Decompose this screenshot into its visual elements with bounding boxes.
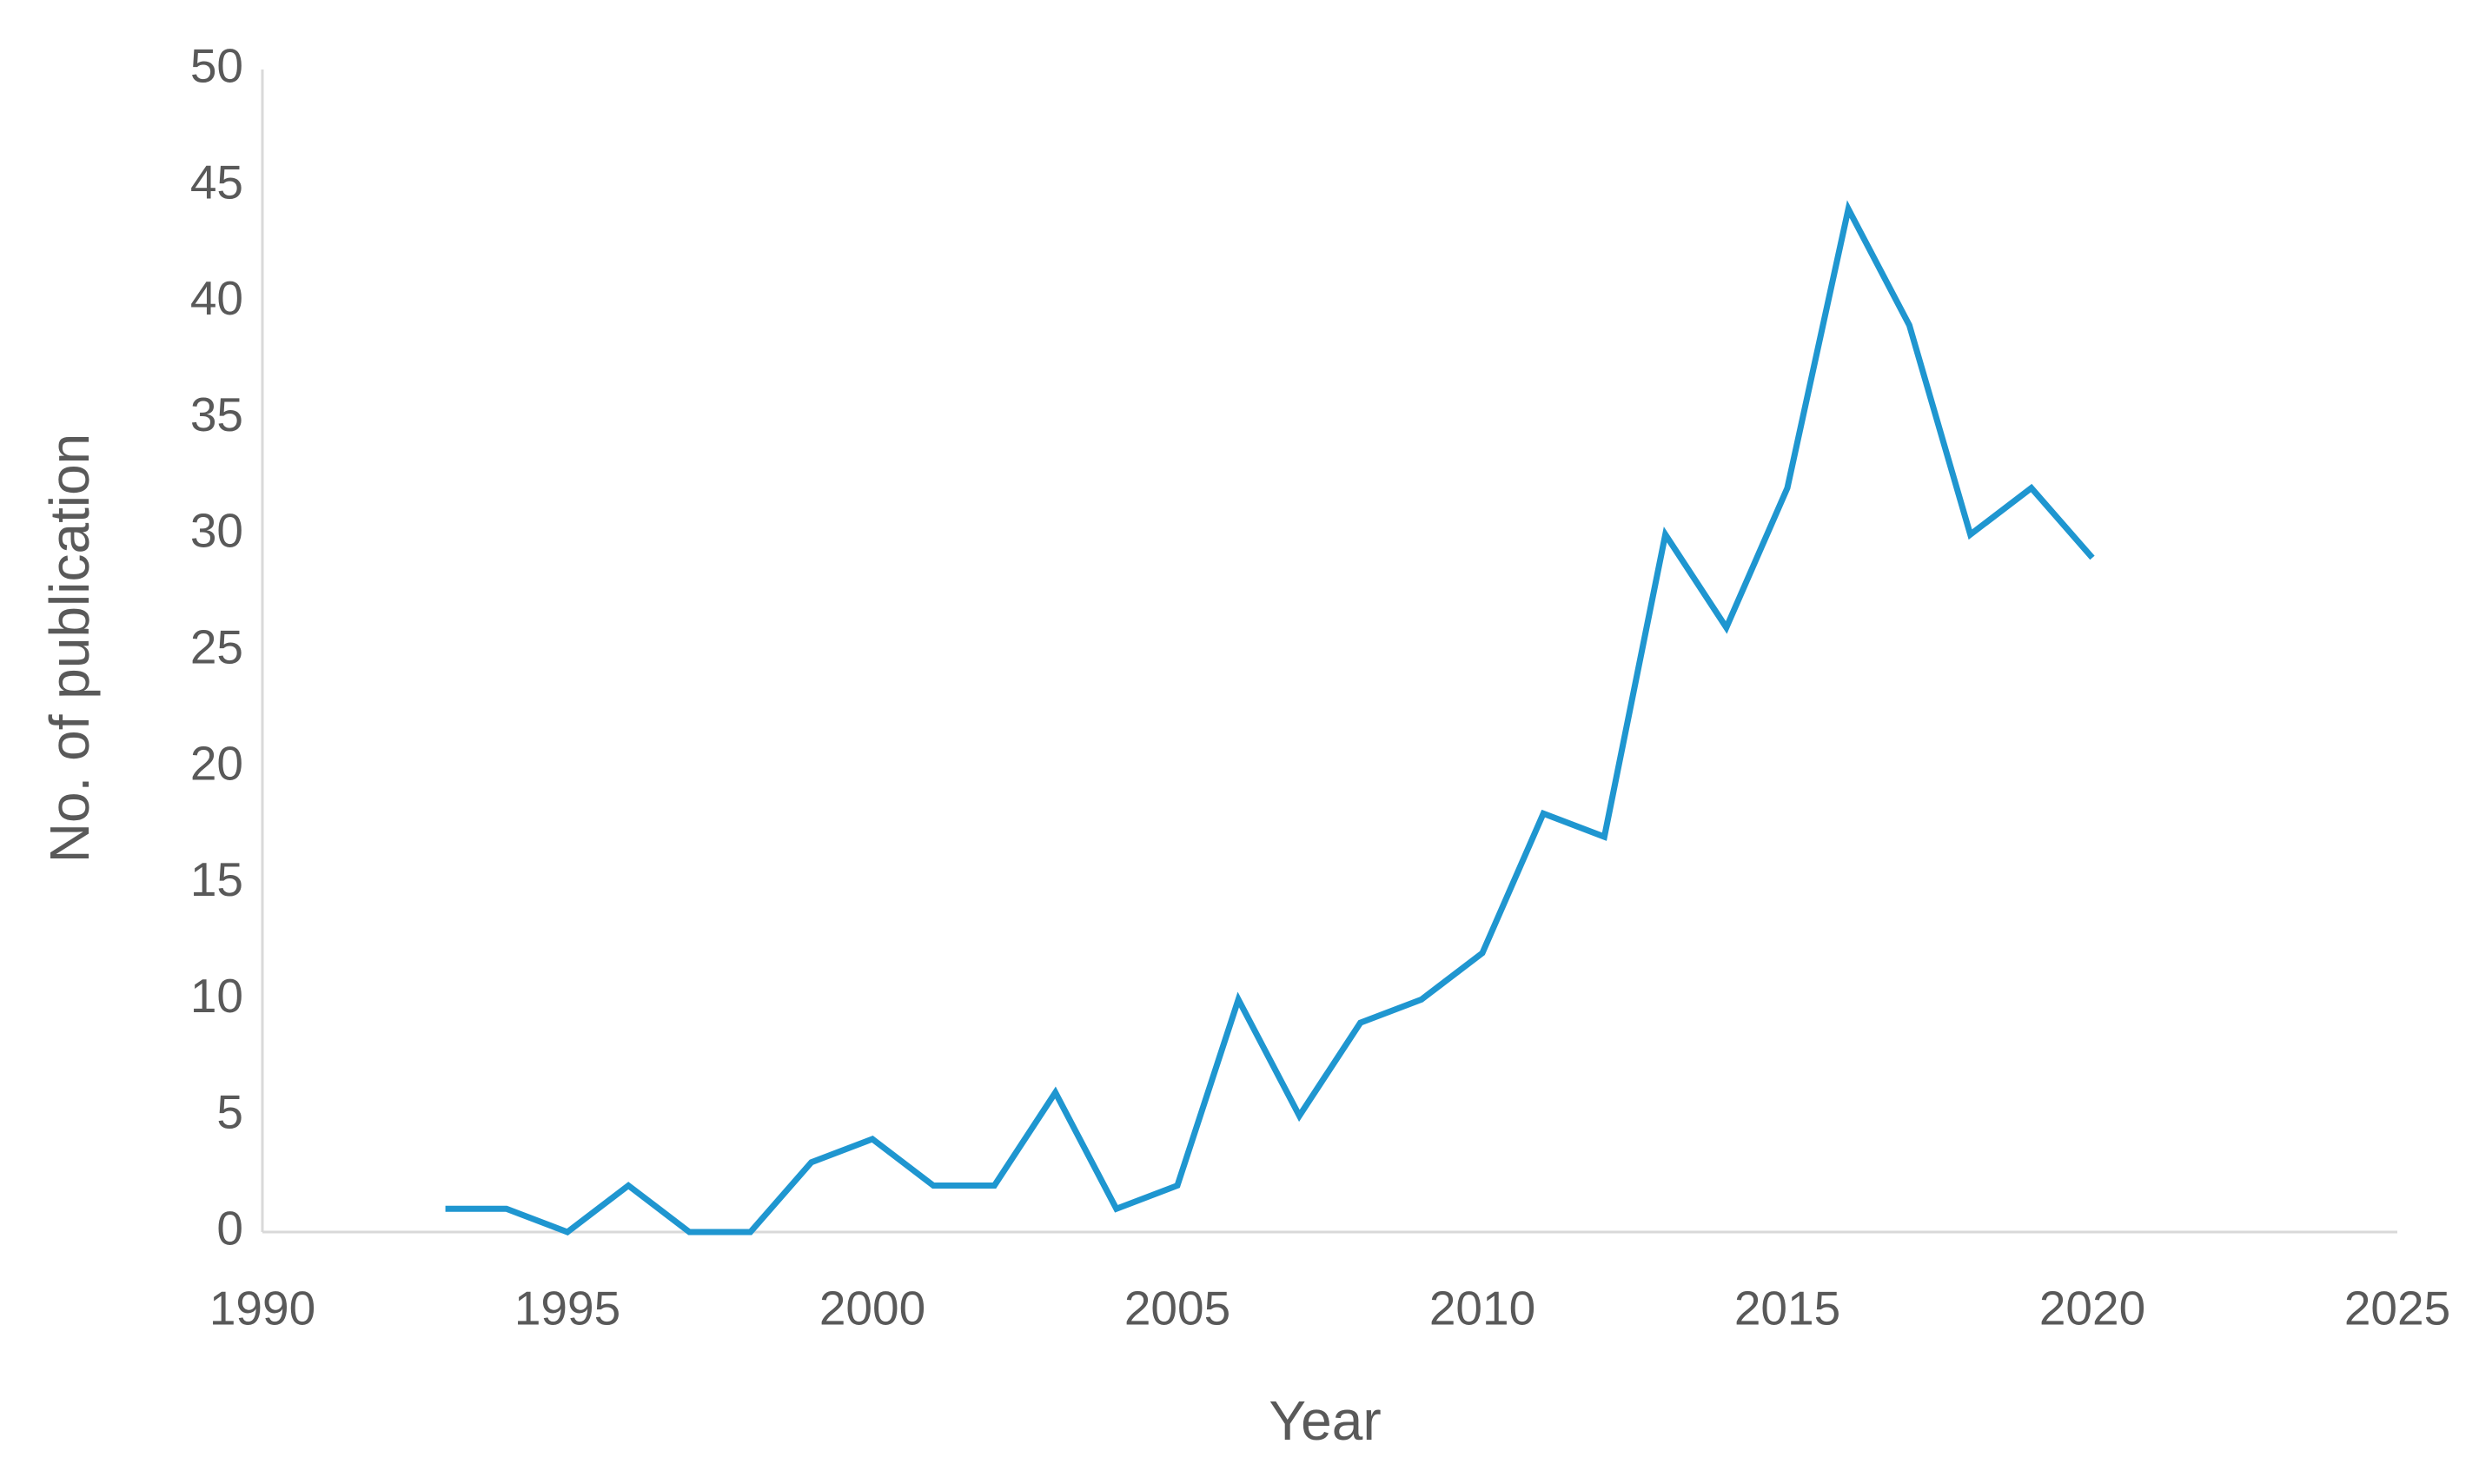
x-tick-label: 2020 — [2039, 1282, 2145, 1335]
x-tick-label: 2000 — [819, 1282, 925, 1335]
x-tick-label: 1995 — [514, 1282, 620, 1335]
y-tick-label: 15 — [190, 852, 243, 906]
data-line — [445, 200, 2095, 1236]
x-tick-label: 2005 — [1124, 1282, 1230, 1335]
y-tick-label: 0 — [216, 1202, 243, 1255]
y-tick-label: 5 — [216, 1085, 243, 1139]
x-axis-title: Year — [1269, 1389, 1381, 1452]
x-tick-label: 2015 — [1734, 1282, 1840, 1335]
y-tick-label: 40 — [190, 271, 243, 325]
y-tick-label: 45 — [190, 155, 243, 209]
y-tick-label: 20 — [190, 736, 243, 790]
y-tick-label: 35 — [190, 388, 243, 441]
x-tick-label: 2025 — [2344, 1282, 2450, 1335]
x-tick-label: 1990 — [209, 1282, 315, 1335]
y-tick-label: 10 — [190, 969, 243, 1023]
y-axis-title: No. of publication — [38, 434, 101, 864]
y-tick-label: 25 — [190, 620, 243, 674]
y-tick-label: 50 — [190, 39, 243, 93]
y-tick-label: 30 — [190, 504, 243, 558]
x-tick-label: 2010 — [1429, 1282, 1535, 1335]
